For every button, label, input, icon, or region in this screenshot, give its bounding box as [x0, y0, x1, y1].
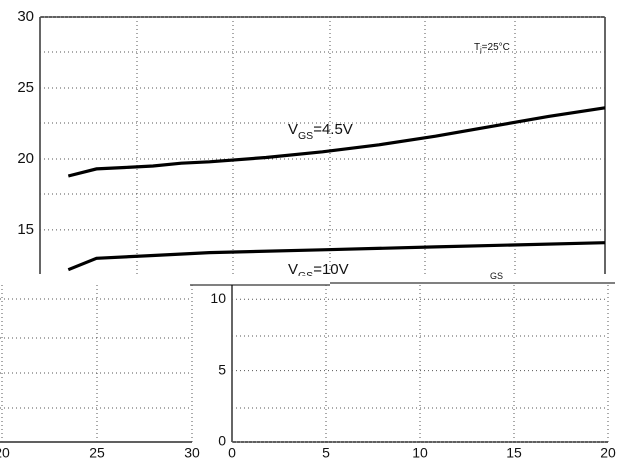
annotation-main: V	[288, 121, 298, 138]
y-tick-label: 25	[17, 79, 34, 96]
annotation: Tj=25°C	[474, 42, 510, 55]
x-tick-label: 20	[0, 445, 10, 461]
curve	[67, 106, 606, 178]
annotation: GS	[490, 271, 503, 281]
y-tick-label: 10	[210, 290, 226, 306]
x-tick-label: 15	[506, 445, 522, 461]
x-tick-label: 5	[322, 445, 330, 461]
x-tick-label: 0	[228, 445, 236, 461]
annotation: VGS=4.5V	[288, 121, 353, 142]
annotation-rest: =25°C	[482, 42, 510, 53]
curve	[67, 241, 606, 272]
annotation-sub: GS	[298, 130, 313, 142]
y-tick-label: 15	[17, 221, 34, 238]
x-tick-label: 20	[600, 445, 616, 461]
annotation-main: T	[474, 42, 480, 53]
annotation-sub: j	[479, 47, 482, 54]
x-tick-label: 30	[184, 445, 200, 461]
annotation-main: GS	[490, 271, 503, 281]
y-tick-label: 5	[218, 361, 226, 377]
annotation-main: V	[288, 261, 298, 278]
x-tick-label: 25	[89, 445, 105, 461]
y-tick-label: 30	[17, 8, 34, 25]
overlay	[0, 276, 634, 463]
x-tick-label: 10	[412, 445, 428, 461]
y-tick-label: 0	[218, 433, 226, 449]
y-tick-label: 20	[17, 150, 34, 167]
top-frame	[39, 16, 606, 274]
annotation-rest: =10V	[313, 261, 348, 278]
annotation-rest: =4.5V	[313, 121, 353, 138]
